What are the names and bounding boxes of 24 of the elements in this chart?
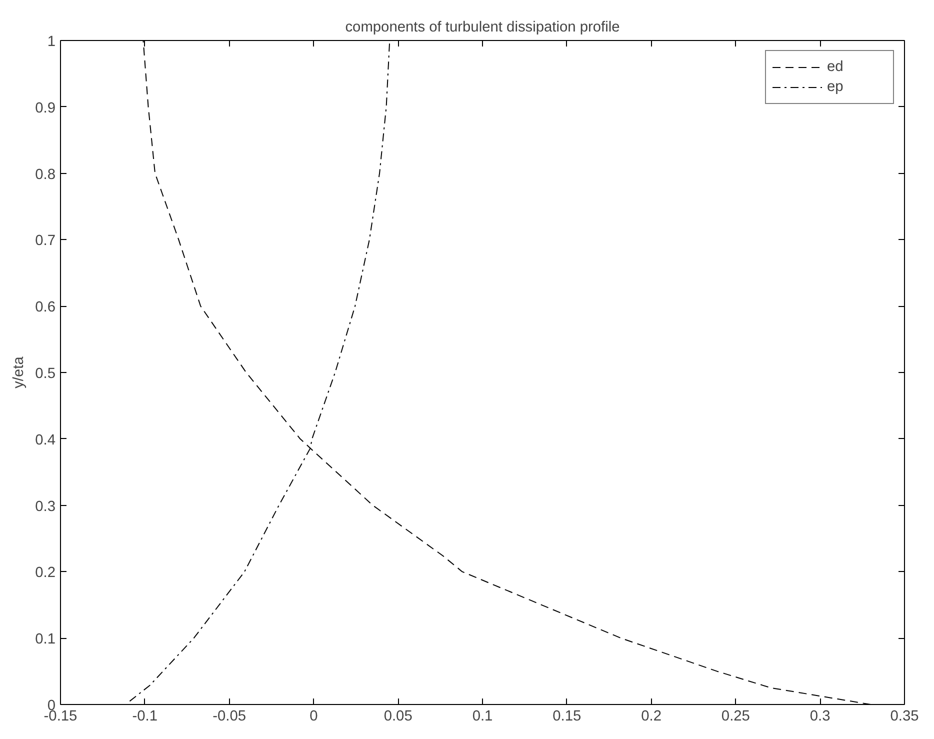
y-tick-label: 1 — [47, 34, 56, 50]
y-axis-title: y/eta — [11, 356, 28, 388]
x-tick-label: 0.15 — [552, 708, 582, 724]
y-tick-label: 0.5 — [35, 366, 56, 382]
x-tick-label: 0.2 — [641, 708, 662, 724]
y-tick-label: 0.7 — [35, 233, 56, 250]
x-tick-label: -0.05 — [212, 708, 246, 724]
y-tick-label: 0.2 — [35, 565, 56, 582]
x-tick-label: 0.3 — [810, 708, 830, 724]
legend-label: ep — [827, 79, 844, 95]
y-tick-label: 0.9 — [35, 100, 56, 116]
y-tick-label: 0.3 — [35, 498, 56, 515]
chart-title: components of turbulent dissipation profile — [345, 20, 620, 36]
x-tick-label: 0.35 — [890, 708, 919, 724]
y-tick-label: 0.1 — [35, 632, 56, 648]
x-tick-label: 0.05 — [384, 708, 412, 724]
y-tick-label: 0.8 — [35, 166, 56, 183]
x-tick-label: 0 — [310, 708, 318, 724]
legend-label: ed — [827, 59, 844, 75]
x-tick-label: 0.1 — [472, 708, 493, 724]
x-tick-label: -0.1 — [132, 708, 158, 724]
y-tick-label: 0.4 — [35, 432, 56, 448]
y-tick-label: 0.6 — [35, 300, 56, 316]
x-tick-label: 0.25 — [721, 708, 750, 724]
